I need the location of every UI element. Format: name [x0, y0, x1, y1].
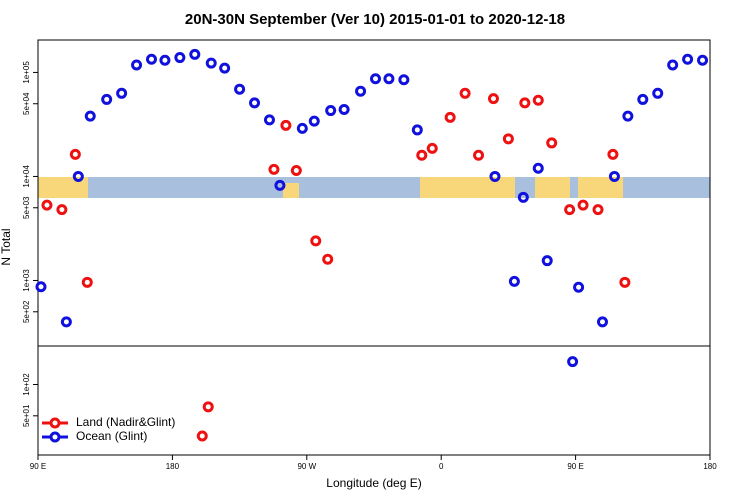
point [508, 275, 520, 287]
chart-title: 20N-30N September (Ver 10) 2015-01-01 to… [185, 11, 565, 28]
point [205, 57, 217, 69]
x-tick-label: 180 [703, 462, 717, 471]
x-axis-label: Longitude (deg E) [326, 476, 421, 490]
y-tick-label: 1e+03 [22, 269, 31, 292]
point [338, 104, 350, 116]
point [383, 73, 395, 85]
point [444, 111, 456, 123]
point [322, 253, 334, 265]
point [72, 170, 84, 182]
point [69, 148, 81, 160]
x-tick-label: 180 [166, 462, 180, 471]
point [219, 62, 231, 74]
x-tick-label: 90 W [297, 462, 316, 471]
point [280, 119, 292, 131]
legend-label: Ocean (Glint) [76, 429, 147, 443]
point [56, 204, 68, 216]
point [196, 430, 208, 442]
point [202, 401, 214, 413]
plot-frame [37, 39, 711, 456]
point [546, 137, 558, 149]
y-tick-label: 5e+02 [22, 300, 31, 323]
point [608, 170, 620, 182]
point [310, 235, 322, 247]
point [174, 52, 186, 64]
point [35, 281, 47, 293]
point [573, 281, 585, 293]
y-tick-label: 1e+02 [22, 373, 31, 396]
legend-label: Land (Nadir&Glint) [76, 415, 175, 429]
point [607, 148, 619, 160]
point [398, 74, 410, 86]
point [84, 110, 96, 122]
point [189, 48, 201, 60]
point [519, 97, 531, 109]
y-tick-label: 5e+03 [22, 196, 31, 219]
point [263, 114, 275, 126]
point [637, 93, 649, 105]
legend-marker [49, 417, 61, 429]
point [116, 87, 128, 99]
point [249, 97, 261, 109]
point [567, 356, 579, 368]
point [234, 83, 246, 95]
point [682, 53, 694, 65]
point [268, 163, 280, 175]
point [426, 142, 438, 154]
point [541, 255, 553, 267]
point [296, 122, 308, 134]
point [564, 204, 576, 216]
point [411, 124, 423, 136]
point [459, 87, 471, 99]
point [416, 149, 428, 161]
point [532, 162, 544, 174]
y-tick-label: 5e+04 [22, 92, 31, 115]
point [489, 170, 501, 182]
x-tick-label: 90 E [30, 462, 46, 471]
point [274, 179, 286, 191]
point [487, 93, 499, 105]
point [308, 115, 320, 127]
point [619, 276, 631, 288]
point [355, 85, 367, 97]
y-tick-label: 1e+05 [22, 61, 31, 84]
point [667, 59, 679, 71]
point [596, 316, 608, 328]
y-tick-label: 1e+04 [22, 165, 31, 188]
point [81, 276, 93, 288]
point [473, 149, 485, 161]
point [60, 316, 72, 328]
x-tick-label: 0 [439, 462, 444, 471]
point [697, 54, 709, 66]
point [131, 59, 143, 71]
point [652, 87, 664, 99]
point [290, 165, 302, 177]
y-axis-label: N Total [0, 228, 13, 265]
point [592, 204, 604, 216]
point [41, 199, 53, 211]
legend-marker [49, 431, 61, 443]
x-tick-label: 90 E [567, 462, 583, 471]
point [369, 73, 381, 85]
point [325, 105, 337, 117]
map-strip [38, 177, 710, 198]
point [622, 110, 634, 122]
y-tick-label: 5e+01 [22, 404, 31, 427]
point [101, 93, 113, 105]
point [159, 54, 171, 66]
point [577, 199, 589, 211]
point [517, 191, 529, 203]
point [145, 53, 157, 65]
point [532, 94, 544, 106]
point [502, 133, 514, 145]
